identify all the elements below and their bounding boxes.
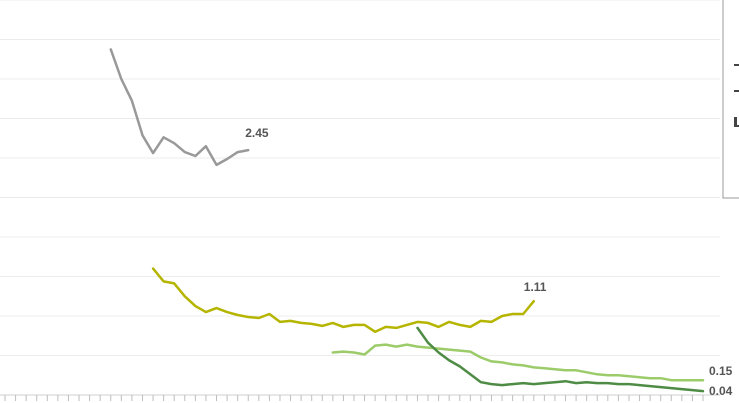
series-lines (109, 48, 705, 393)
series-line-2 (151, 267, 536, 334)
grid-lines (0, 0, 720, 396)
end-labels: 2.45 1.11 0.15 0.04 (245, 126, 732, 398)
end-label-series-1: 2.45 (245, 126, 269, 140)
series-line-1 (109, 48, 250, 167)
legend-swatch-3 (734, 117, 737, 127)
legend (722, 0, 739, 199)
legend-swatch-2 (734, 90, 739, 92)
end-label-series-3: 0.15 (709, 364, 733, 378)
legend-box (722, 0, 739, 199)
legend-swatch-1 (734, 64, 739, 66)
x-axis-ticks (4, 395, 704, 401)
series-line-4 (416, 326, 705, 393)
legend-swatch-3b (734, 125, 739, 127)
end-label-series-4: 0.04 (709, 384, 733, 398)
end-label-series-2: 1.11 (524, 280, 547, 294)
series-line-3 (331, 343, 705, 382)
